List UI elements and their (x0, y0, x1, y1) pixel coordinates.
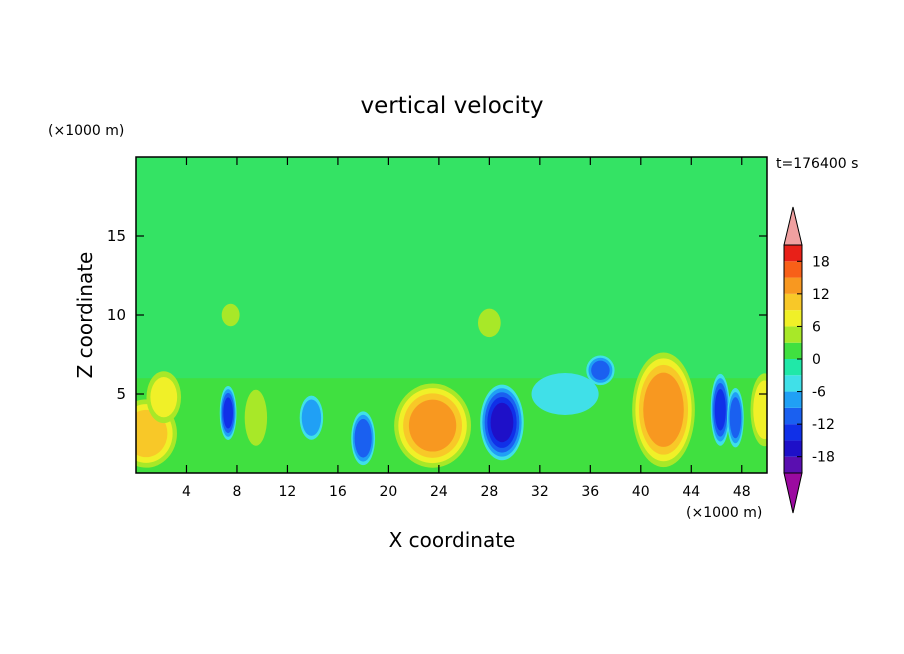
colorbar-tick-label: -6 (812, 385, 826, 401)
colorbar-top-triangle (783, 206, 803, 246)
colorbar-bin (784, 326, 802, 343)
downdraft-contour (714, 389, 726, 431)
x-tick-label: 12 (279, 484, 297, 500)
downdraft-contour (490, 402, 514, 443)
y-unit-label: (×1000 m) (48, 123, 124, 139)
x-tick-label: 28 (480, 484, 498, 500)
y-tick-label: 5 (116, 385, 126, 403)
updraft-contour (477, 308, 501, 338)
chart-title: vertical velocity (361, 93, 544, 119)
x-tick-label: 16 (329, 484, 347, 500)
colorbar-bin (784, 456, 802, 473)
time-label: t=176400 s (776, 156, 858, 172)
colorbar-bin (784, 391, 802, 408)
downdraft-contour (591, 360, 610, 380)
x-tick-label: 24 (430, 484, 448, 500)
contour-field (136, 157, 767, 473)
updraft-contour (643, 372, 684, 447)
x-tick-label: 8 (232, 484, 241, 500)
colorbar-bin (784, 407, 802, 425)
colorbar-tick-label: 0 (812, 352, 821, 368)
colorbar-bin (784, 440, 802, 457)
colorbar-bin (784, 424, 802, 441)
colorbar-bin (784, 261, 802, 278)
colorbar-tick-label: 6 (812, 319, 821, 335)
x-tick-label: 48 (733, 484, 751, 500)
updraft-contour (221, 303, 240, 327)
colorbar-bin (784, 375, 802, 392)
downdraft-contour (531, 372, 599, 416)
y-tick-label: 15 (107, 227, 126, 245)
colorbar-bin (784, 359, 802, 376)
downdraft-contour (354, 418, 372, 458)
colorbar: 18 12 6 0 -6 -12 -18 (783, 206, 835, 514)
field-band (136, 157, 767, 379)
x-tick-label: 4 (182, 484, 191, 500)
colorbar-bin (784, 342, 802, 359)
downdraft-contour (223, 397, 233, 429)
y-tick-label: 10 (107, 306, 126, 324)
downdraft-contour (729, 397, 742, 439)
colorbar-bin (784, 277, 802, 294)
x-tick-label: 32 (531, 484, 549, 500)
colorbar-bin (784, 310, 802, 327)
contour-cells (136, 303, 767, 468)
colorbar-bottom-triangle (783, 472, 803, 514)
colorbar-bin (784, 245, 802, 262)
x-tick-label: 40 (632, 484, 650, 500)
colorbar-tick-label: -12 (812, 417, 835, 433)
colorbar-bin (784, 293, 802, 311)
x-tick-label: 44 (682, 484, 700, 500)
x-axis: 4 8 12 16 20 24 28 32 36 40 44 48 (182, 157, 751, 500)
x-unit-label: (×1000 m) (686, 505, 762, 521)
x-tick-label: 20 (379, 484, 397, 500)
x-tick-label: 36 (581, 484, 599, 500)
updraft-contour (150, 377, 178, 418)
updraft-contour (753, 380, 767, 440)
y-axis-label: Z coordinate (73, 252, 97, 379)
colorbar-tick-label: 12 (812, 287, 830, 303)
downdraft-contour (301, 399, 322, 436)
y-axis: 5 10 15 (107, 227, 767, 403)
x-axis-label: X coordinate (389, 528, 516, 552)
updraft-contour (244, 389, 268, 446)
updraft-contour (408, 399, 457, 452)
colorbar-tick-label: 18 (812, 254, 830, 270)
colorbar-tick-label: -18 (812, 450, 835, 466)
